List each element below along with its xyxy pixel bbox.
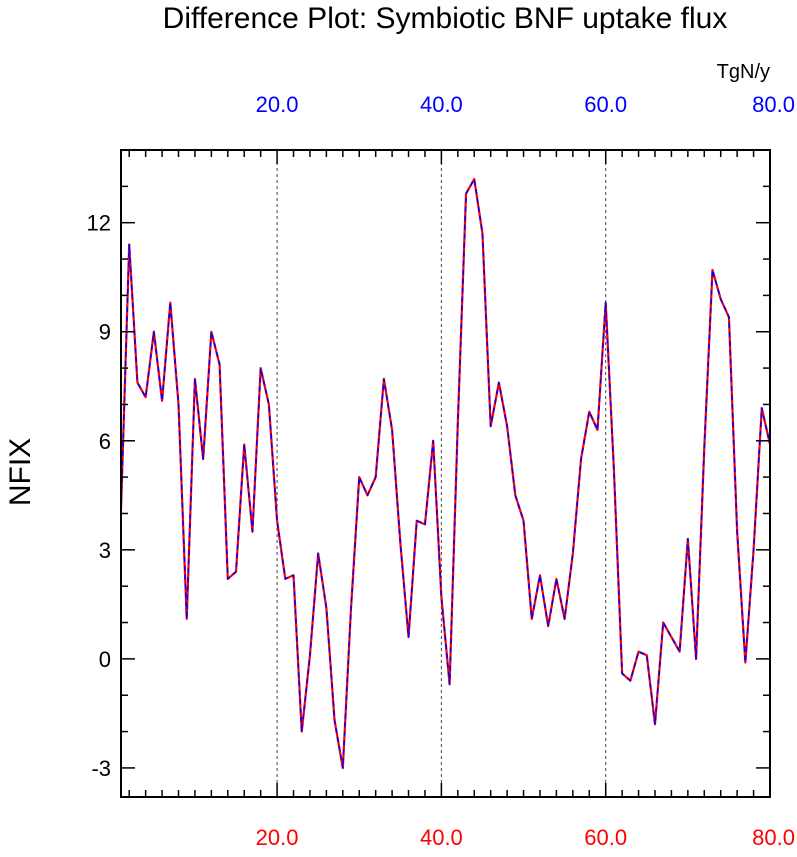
- y-tick-label: 0: [99, 647, 111, 672]
- grid-lines: [276, 150, 607, 797]
- series-line-b: [120, 178, 771, 769]
- x-tick-label-top: 60.0: [584, 92, 627, 117]
- x-tick-label-bottom: 20.0: [256, 825, 299, 850]
- x-tick-label-bottom: 40.0: [420, 825, 463, 850]
- y-tick-label: 6: [99, 429, 111, 454]
- x-tick-label-bottom: 60.0: [584, 825, 627, 850]
- units-label: TgN/y: [717, 61, 770, 83]
- series-line-a: [119, 177, 772, 770]
- plot-frame: [120, 149, 771, 798]
- y-axis-label: NFIX: [4, 438, 37, 506]
- y-tick-label: 9: [99, 320, 111, 345]
- axis-ticks: [121, 149, 771, 797]
- x-tick-label-bottom: 80.0: [752, 825, 795, 850]
- y-tick-label: 12: [87, 211, 111, 236]
- x-tick-label-top: 20.0: [256, 92, 299, 117]
- tick-labels: -3 0 3 6 9 12 20.0 20.0 40.0 40.0 60.0 60.0 80.0 80.0: [87, 92, 795, 850]
- x-tick-label-top: 80.0: [752, 92, 795, 117]
- y-tick-label: 3: [99, 538, 111, 563]
- series-lines: [119, 177, 772, 770]
- chart-title: Difference Plot: Symbiotic BNF uptake fl…: [163, 2, 728, 35]
- y-tick-label: -3: [91, 756, 111, 781]
- x-tick-label-top: 40.0: [420, 92, 463, 117]
